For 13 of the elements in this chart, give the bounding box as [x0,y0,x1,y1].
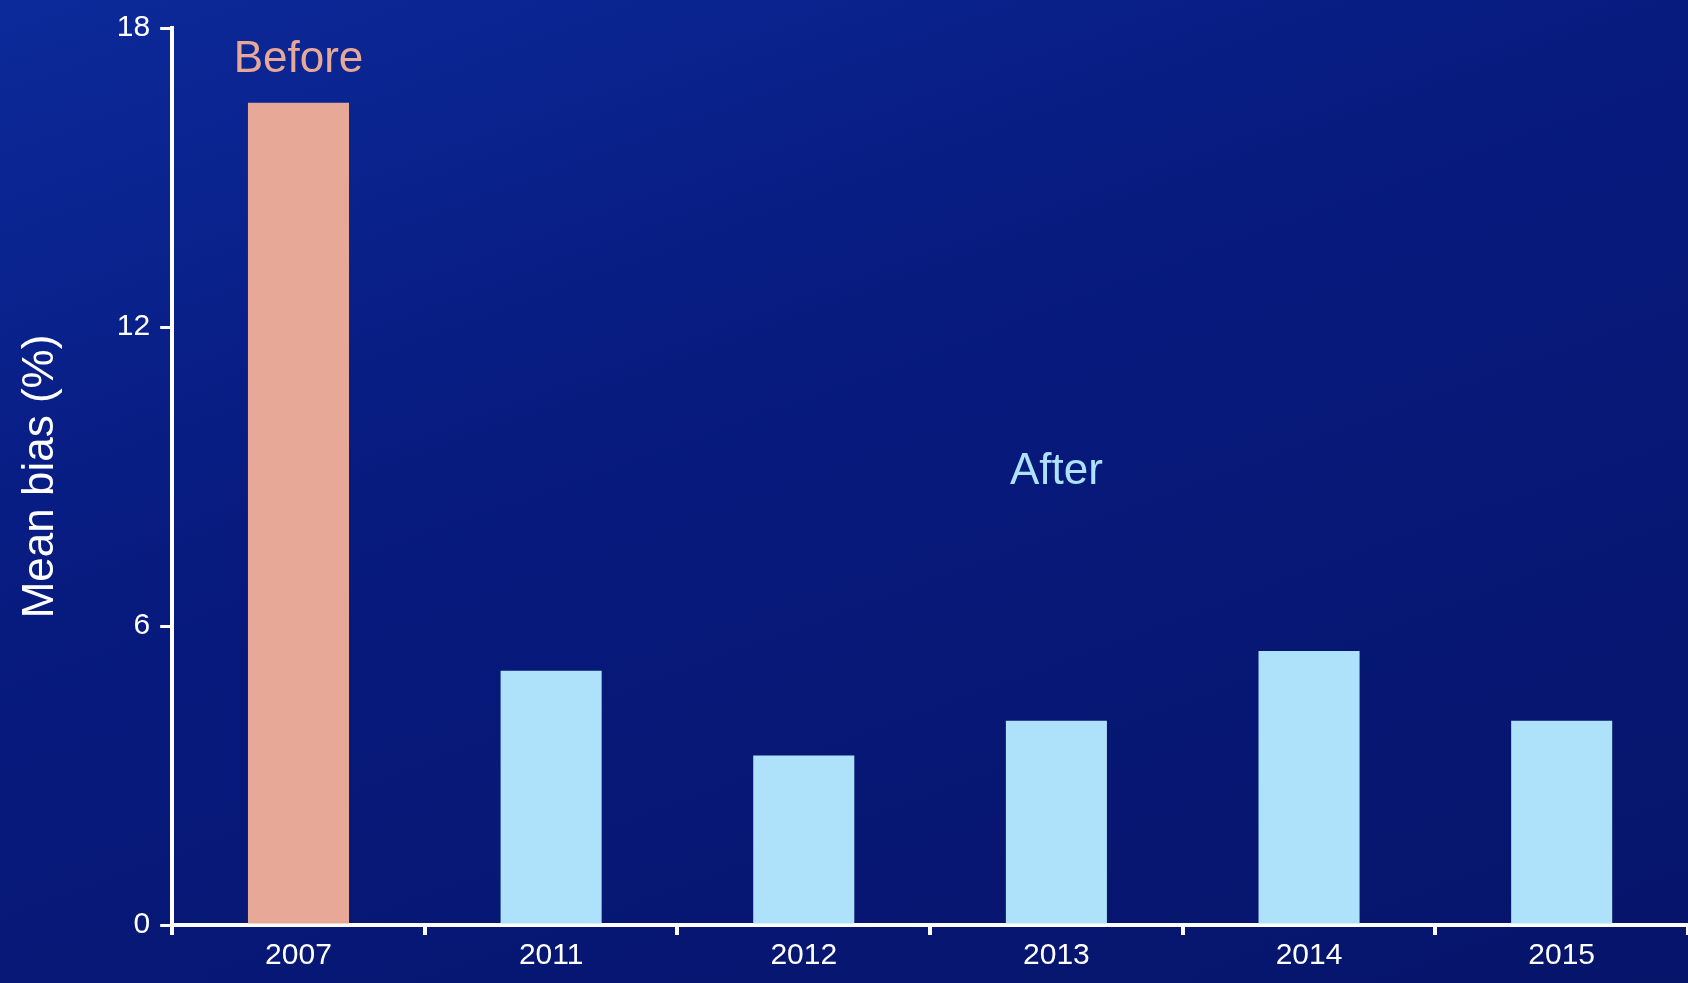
x-tick-label: 2014 [1275,937,1343,971]
y-tick-label: 12 [116,308,151,342]
annotation: Before [233,31,364,81]
x-tick-label: 2012 [770,937,838,971]
x-tick-label: 2011 [518,937,584,971]
y-tick-label: 18 [116,9,151,43]
y-axis-title: Mean bias (%) [12,334,62,619]
x-tick-label: 2015 [1528,937,1596,971]
y-tick-label: 6 [133,607,151,641]
x-tick-label: 2013 [1023,937,1090,971]
annotation: After [1009,444,1103,494]
x-tick-label: 2007 [265,937,332,971]
y-tick-label: 0 [133,906,151,940]
